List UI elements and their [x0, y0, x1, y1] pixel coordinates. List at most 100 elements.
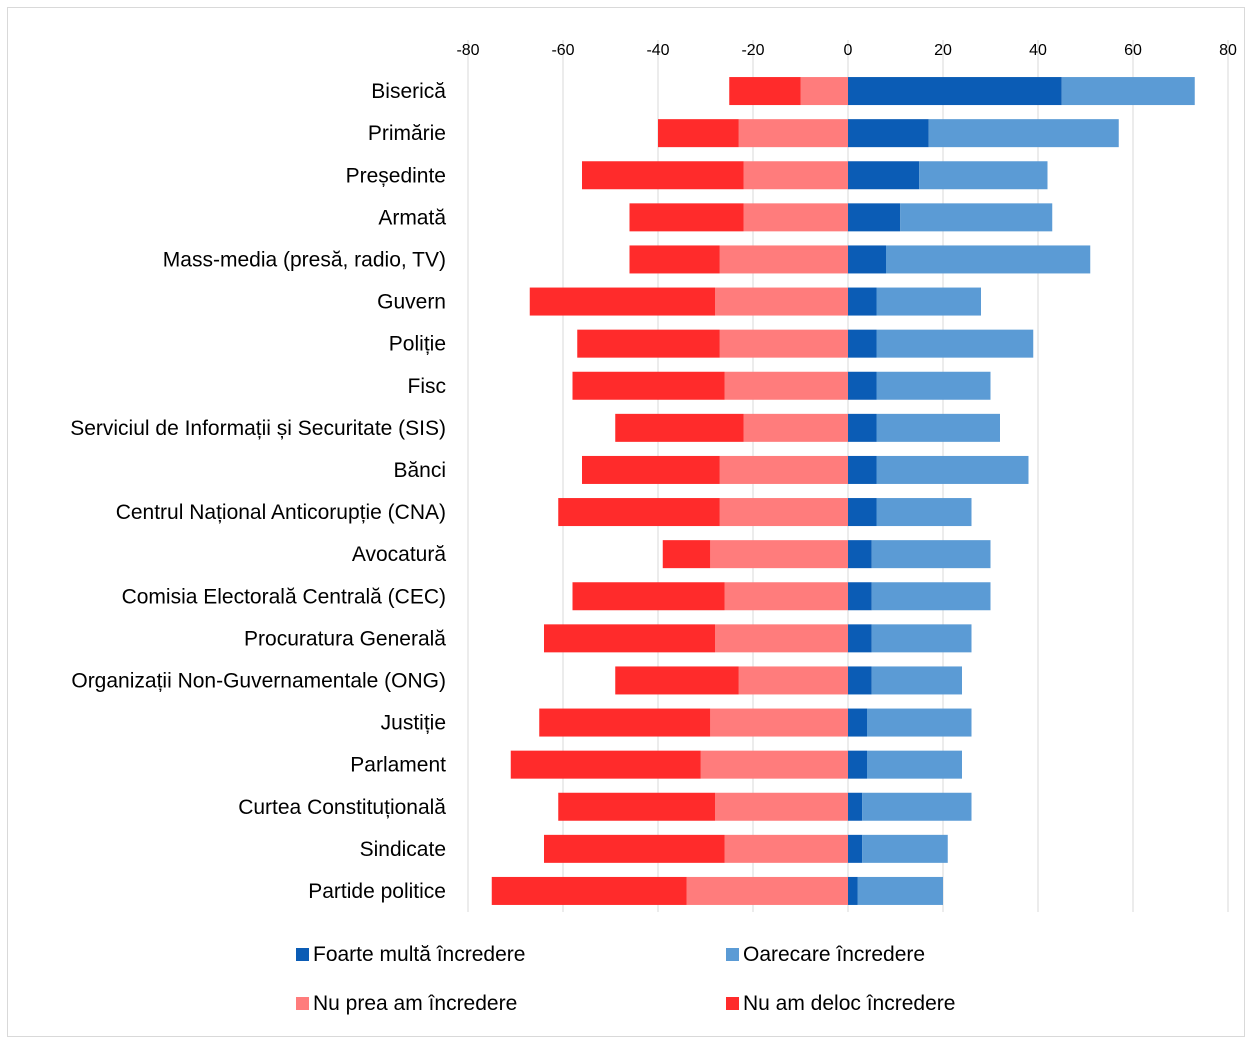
legend: Foarte multă încredere Oarecare încredere… [296, 943, 955, 1015]
bar [1061, 77, 1195, 106]
bar [848, 413, 877, 442]
bar [862, 834, 948, 863]
category-label: Biserică [371, 80, 446, 103]
bar [558, 498, 720, 527]
bar [719, 498, 848, 527]
category-label: Armată [378, 206, 446, 229]
bar [848, 455, 877, 484]
category-label: Centrul Național Anticorupție (CNA) [116, 501, 446, 524]
bar [871, 666, 962, 695]
bar [919, 161, 1048, 190]
category-label: Președinte [346, 164, 446, 187]
bar [710, 708, 848, 737]
bar [876, 413, 1000, 442]
bar [738, 119, 848, 148]
bar [715, 624, 848, 653]
bar [848, 834, 863, 863]
category-label: Mass-media (presă, radio, TV) [163, 248, 446, 271]
legend-swatch [296, 948, 309, 961]
bar [848, 666, 872, 695]
category-label: Parlament [350, 754, 446, 777]
x-tick-label: 60 [1124, 42, 1142, 59]
bar [738, 666, 848, 695]
bar [876, 329, 1034, 358]
category-label: Serviciul de Informații și Securitate (S… [70, 417, 446, 440]
bar [729, 77, 801, 106]
bar [848, 329, 877, 358]
bars [491, 77, 1195, 905]
bar [848, 119, 929, 148]
bar [572, 371, 725, 400]
bar [686, 876, 848, 905]
bar [886, 245, 1091, 274]
bar [700, 750, 848, 779]
bar [848, 540, 872, 569]
category-label: Comisia Electorală Centrală (CEC) [122, 585, 446, 608]
bar [848, 77, 1062, 106]
bar [743, 203, 848, 232]
bar [719, 455, 848, 484]
category-label: Procuratura Generală [244, 627, 446, 650]
bar [715, 792, 848, 821]
legend-label: Nu am deloc încredere [743, 992, 955, 1015]
bar [719, 329, 848, 358]
bar [867, 708, 972, 737]
bar [539, 708, 711, 737]
bar [900, 203, 1053, 232]
bar [848, 708, 867, 737]
bar [876, 455, 1029, 484]
bar [724, 371, 848, 400]
bar [582, 161, 744, 190]
category-label: Guvern [377, 291, 446, 314]
x-tick-label: -80 [456, 42, 479, 59]
bar [876, 498, 972, 527]
legend-swatch [726, 997, 739, 1010]
legend-swatch [296, 997, 309, 1010]
x-tick-label: 20 [934, 42, 952, 59]
bar [715, 287, 848, 316]
bar [582, 455, 720, 484]
category-label: Organizații Non-Guvernamentale (ONG) [71, 669, 446, 692]
bar [743, 413, 848, 442]
bar [848, 792, 863, 821]
x-tick-label: 0 [844, 42, 853, 59]
bar [848, 498, 877, 527]
bar [662, 540, 711, 569]
bar [629, 245, 720, 274]
category-label: Partide politice [308, 880, 446, 903]
legend-label: Foarte multă încredere [313, 943, 525, 966]
x-tick-label: 40 [1029, 42, 1047, 59]
category-label: Avocatură [352, 543, 446, 566]
bar [615, 413, 744, 442]
category-label: Bănci [393, 459, 446, 482]
bar [724, 582, 848, 611]
bar [572, 582, 725, 611]
bar [743, 161, 848, 190]
bar [719, 245, 848, 274]
bar [724, 834, 848, 863]
bar [848, 624, 872, 653]
bar [928, 119, 1119, 148]
bar [510, 750, 701, 779]
bar [491, 876, 687, 905]
bar [848, 582, 872, 611]
bar [848, 371, 877, 400]
bar [848, 161, 920, 190]
bar [848, 245, 886, 274]
bar [800, 77, 848, 106]
bar [871, 540, 991, 569]
bar [871, 582, 991, 611]
bar [848, 203, 901, 232]
legend-label: Nu prea am încredere [313, 992, 517, 1015]
bar [658, 119, 739, 148]
x-tick-label: -40 [646, 42, 669, 59]
x-tick-label: 80 [1219, 42, 1237, 59]
bar [577, 329, 720, 358]
category-label: Poliție [389, 333, 446, 356]
legend-label: Oarecare încredere [743, 943, 925, 966]
bar [544, 834, 725, 863]
category-label: Sindicate [360, 838, 446, 861]
bar [876, 371, 991, 400]
bar [876, 287, 981, 316]
